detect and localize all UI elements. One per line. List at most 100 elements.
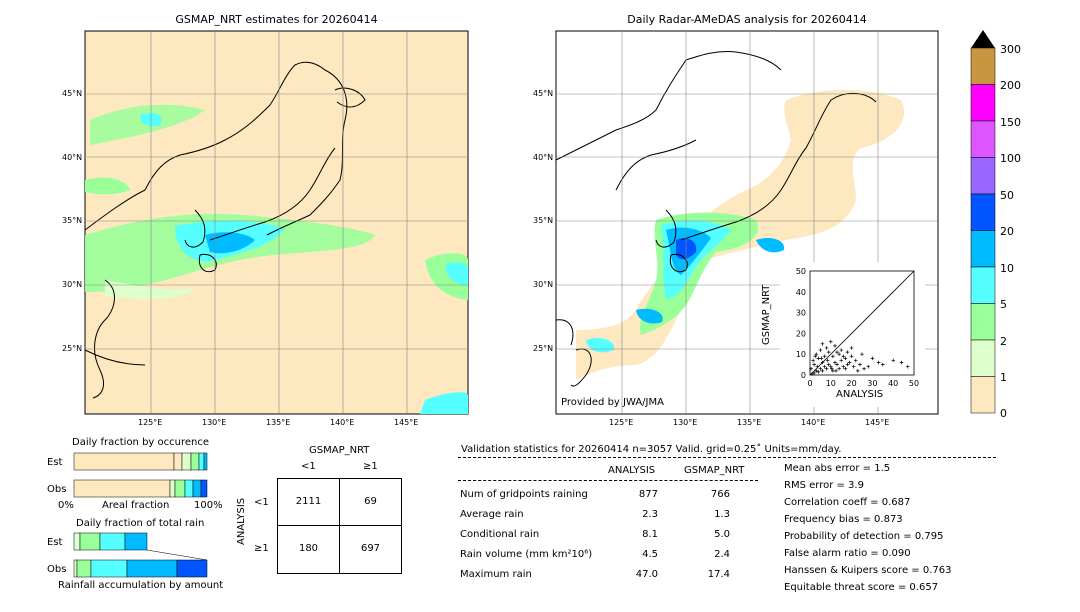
scatter-diagonal xyxy=(809,270,915,376)
validation-row-analysis: 877 xyxy=(638,489,658,500)
scatter-point xyxy=(847,360,852,365)
left-lat-25: 25°N xyxy=(62,344,83,353)
scatter-point xyxy=(831,354,835,359)
scatter-point xyxy=(858,362,862,367)
scatter-point xyxy=(845,362,850,367)
scatter-point xyxy=(814,352,819,356)
scatter-point xyxy=(853,358,858,363)
total-rain-row-est: Est xyxy=(47,537,63,548)
validation-header: Validation statistics for 20260414 n=305… xyxy=(461,444,842,455)
colorbar-segment xyxy=(970,84,996,122)
validation-row: Rain volume (mm km²10⁶) 4.5 2.4 xyxy=(460,549,760,569)
scatter-point xyxy=(835,350,839,354)
scatter-point xyxy=(829,339,833,344)
colorbar-segment xyxy=(970,47,996,85)
right-lon-145: 145°E xyxy=(865,418,890,427)
scatter-point xyxy=(841,364,846,369)
scatter-point xyxy=(837,352,841,356)
scatter-point xyxy=(856,369,860,373)
colorbar xyxy=(970,30,996,414)
left-lon-135: 135°E xyxy=(266,418,291,427)
scatter-ytick-label: 30 xyxy=(796,309,806,318)
occurrence-row-est: Est xyxy=(47,457,63,468)
right-graticule xyxy=(556,31,938,414)
scatter-xtick-label: 30 xyxy=(867,379,877,388)
scatter-point xyxy=(830,366,834,371)
validation-row-gsmap: 2.4 xyxy=(714,549,730,560)
left-rain-field xyxy=(85,104,468,414)
scatter-point xyxy=(820,360,825,365)
score-hk: Hanssen & Kuipers score = 0.763 xyxy=(784,565,952,576)
colorbar-segment xyxy=(970,157,996,195)
right-lat-25: 25°N xyxy=(533,344,554,353)
contingency-col-ge: ≥1 xyxy=(363,461,378,472)
occurrence-obs-bar xyxy=(73,479,208,498)
left-lat-30: 30°N xyxy=(62,280,83,289)
right-lon-130: 130°E xyxy=(673,418,698,427)
occurrence-axis-right: 100% xyxy=(194,500,223,511)
total-rain-est-bar xyxy=(73,532,208,561)
scatter-xtick-label: 50 xyxy=(909,379,919,388)
colorbar-label-150: 150 xyxy=(1000,116,1021,129)
scatter-xtick-label: 0 xyxy=(807,379,812,388)
occurrence-row-obs: Obs xyxy=(47,484,67,495)
left-lon-130: 130°E xyxy=(202,418,227,427)
scatter-point xyxy=(822,354,827,359)
occurrence-axis-left: 0% xyxy=(58,500,74,511)
scatter-point xyxy=(822,364,827,369)
validation-row: Average rain 2.3 1.3 xyxy=(460,509,760,529)
scatter-point xyxy=(809,366,813,371)
scatter-point xyxy=(860,352,864,356)
occurrence-title: Daily fraction by occurence xyxy=(72,437,210,448)
scatter-point xyxy=(818,366,823,371)
right-lon-135: 135°E xyxy=(737,418,762,427)
scatter-point xyxy=(843,356,848,361)
validation-row: Num of gridpoints raining 877 766 xyxy=(460,489,760,509)
contingency-row-ge: ≥1 xyxy=(254,543,269,554)
colorbar-label-10: 10 xyxy=(1000,262,1014,275)
right-map-title: Daily Radar-AMeDAS analysis for 20260414 xyxy=(627,13,867,26)
contingency-cell-hit-lt-lt: 2111 xyxy=(295,496,322,507)
left-map xyxy=(84,30,469,415)
validation-divider-top xyxy=(458,457,996,458)
scatter-point xyxy=(825,358,830,363)
total-rain-obs-bar xyxy=(73,559,208,578)
scatter-point xyxy=(812,371,816,375)
scatter-point xyxy=(831,369,835,373)
scatter-xtick-label: 10 xyxy=(826,379,836,388)
total-rain-axis-label: Rainfall accumulation by amount xyxy=(58,580,224,591)
scatter-point xyxy=(839,358,843,363)
scatter-ytick-label: 10 xyxy=(796,350,806,359)
scatter-point xyxy=(820,369,825,373)
left-lat-35: 35°N xyxy=(62,216,83,225)
contingency-cell-lt-ge: 69 xyxy=(364,496,377,507)
right-lat-40: 40°N xyxy=(533,153,554,162)
left-lon-125: 125°E xyxy=(138,418,163,427)
scatter-point xyxy=(849,346,854,350)
right-rain-field xyxy=(576,89,905,381)
scatter-point xyxy=(818,348,823,352)
validation-row-label: Conditional rain xyxy=(460,529,540,540)
right-lat-35: 35°N xyxy=(533,216,554,225)
scatter-point xyxy=(834,369,838,373)
scatter-point xyxy=(862,366,866,371)
scatter-point xyxy=(905,364,910,369)
occurrence-est-bar xyxy=(73,452,208,471)
scatter-point xyxy=(816,370,821,374)
validation-row-label: Rain volume (mm km²10⁶) xyxy=(460,549,593,560)
validation-row-analysis: 47.0 xyxy=(635,569,658,580)
left-coastlines xyxy=(84,61,366,399)
scatter-point xyxy=(881,362,885,367)
total-rain-row-obs: Obs xyxy=(47,564,67,575)
scatter-point xyxy=(820,342,825,346)
validation-row-label: Maximum rain xyxy=(460,569,532,580)
validation-row-gsmap: 1.3 xyxy=(714,509,730,520)
colorbar-label-5: 5 xyxy=(1000,298,1007,311)
contingency-col-lt: <1 xyxy=(301,461,316,472)
scatter-point xyxy=(891,358,895,363)
colorbar-segment xyxy=(970,339,996,377)
scatter-point xyxy=(829,364,833,369)
scatter-point xyxy=(814,369,819,373)
total-rain-bars xyxy=(73,532,208,578)
scatter-ylabel: GSMAP_NRT xyxy=(761,284,772,345)
